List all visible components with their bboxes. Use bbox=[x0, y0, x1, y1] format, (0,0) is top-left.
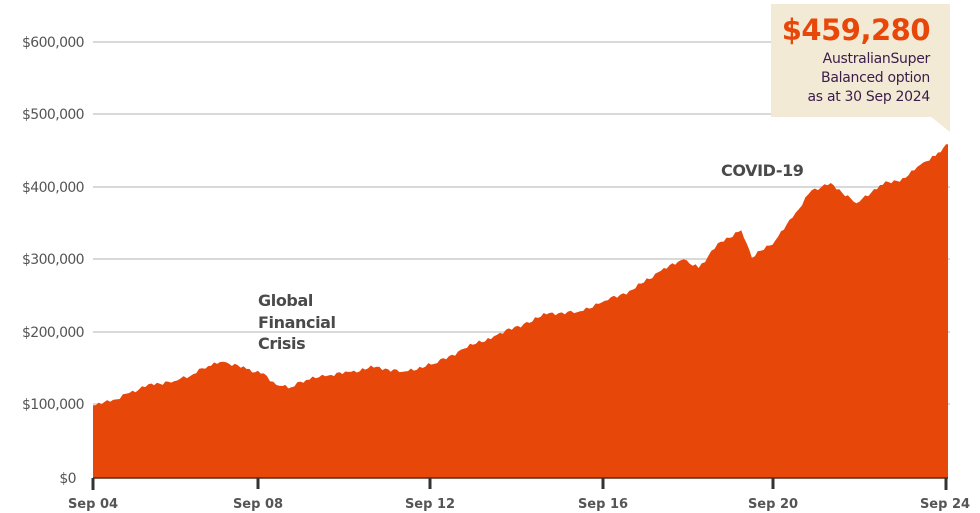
final-balance-callout: $459,280 AustralianSuper Balanced option… bbox=[771, 4, 950, 117]
x-tick-label: Sep 04 bbox=[68, 497, 118, 512]
callout-tail bbox=[930, 116, 950, 132]
y-tick-label: $600,000 bbox=[22, 35, 84, 51]
y-tick-label: $300,000 bbox=[22, 252, 84, 268]
y-tick-label: $400,000 bbox=[22, 180, 84, 196]
x-tick-label: Sep 16 bbox=[578, 497, 628, 512]
gfc-label-line: Financial bbox=[258, 313, 336, 332]
balance-area bbox=[93, 144, 948, 478]
y-tick-label: $200,000 bbox=[22, 325, 84, 341]
callout-option-name: Balanced option bbox=[821, 70, 930, 86]
callout-fund-name: AustralianSuper bbox=[822, 51, 931, 67]
final-balance-value: $459,280 bbox=[781, 13, 931, 47]
callout-date: as at 30 Sep 2024 bbox=[807, 89, 931, 105]
y-tick-label: $0 bbox=[59, 471, 76, 487]
covid-annotation: COVID-19 bbox=[721, 161, 804, 180]
x-tick-label: Sep 20 bbox=[748, 497, 798, 512]
gfc-label-line: Crisis bbox=[258, 334, 305, 353]
x-axis-ticks bbox=[91, 478, 948, 490]
gfc-label-line: Global bbox=[258, 291, 313, 310]
x-tick-label: Sep 24 bbox=[920, 497, 970, 512]
x-axis-labels: Sep 04 Sep 08 Sep 12 Sep 16 Sep 20 Sep 2… bbox=[68, 497, 970, 512]
y-tick-label: $500,000 bbox=[22, 107, 84, 123]
x-tick-label: Sep 08 bbox=[233, 497, 283, 512]
y-axis-labels: $600,000 $500,000 $400,000 $300,000 $200… bbox=[22, 35, 85, 487]
x-tick-label: Sep 12 bbox=[405, 497, 455, 512]
y-tick-label: $100,000 bbox=[22, 397, 84, 413]
gfc-annotation: Global Financial Crisis bbox=[258, 291, 336, 353]
